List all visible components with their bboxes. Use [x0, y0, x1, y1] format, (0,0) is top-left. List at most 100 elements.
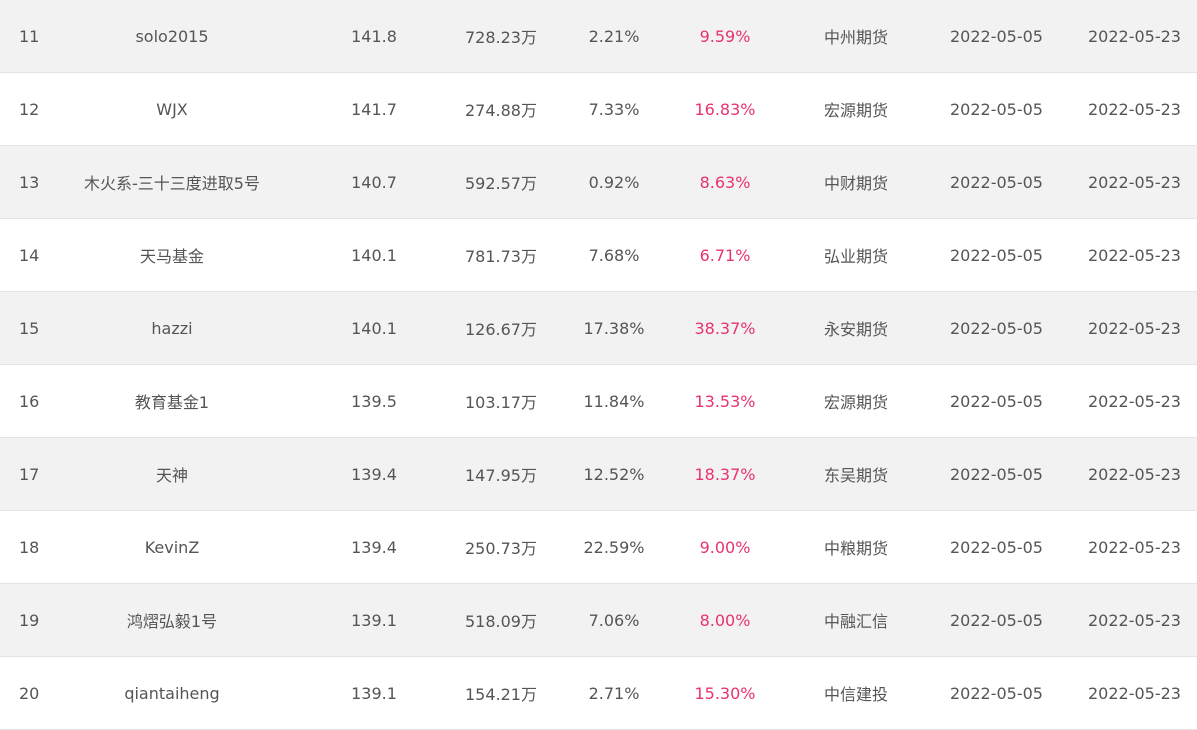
score-cell: 140.1 [351, 318, 397, 338]
account-name-cell[interactable]: 天神 [155, 466, 188, 485]
account-name-cell[interactable]: hazzi [151, 318, 193, 338]
score-cell: 141.8 [351, 26, 397, 46]
end-date-cell: 2022-05-23 [1088, 99, 1181, 119]
table-row[interactable]: 15 hazzi 140.1 126.67万 17.38% 38.37% 永安期… [0, 292, 1197, 365]
broker-cell: 中融汇信 [823, 612, 888, 631]
rank-cell: 14 [19, 245, 40, 265]
start-date-cell: 2022-05-05 [950, 610, 1043, 630]
equity-cell: 518.09万 [465, 612, 537, 631]
end-date-cell: 2022-05-23 [1088, 537, 1181, 557]
end-date-cell: 2022-05-23 [1088, 245, 1181, 265]
rank-cell: 15 [19, 318, 40, 338]
rank-cell: 11 [19, 26, 40, 46]
table-row[interactable]: 12 WJX 141.7 274.88万 7.33% 16.83% 宏源期货 2… [0, 73, 1197, 146]
start-date-cell: 2022-05-05 [950, 537, 1043, 557]
end-date-cell: 2022-05-23 [1088, 318, 1181, 338]
end-date-cell: 2022-05-23 [1088, 464, 1181, 484]
equity-cell: 126.67万 [465, 320, 537, 339]
drawdown-cell: 7.06% [588, 610, 640, 630]
return-cell: 18.37% [694, 464, 756, 484]
account-name-cell[interactable]: solo2015 [135, 26, 209, 46]
table-row[interactable]: 11 solo2015 141.8 728.23万 2.21% 9.59% 中州… [0, 0, 1197, 73]
score-cell: 139.5 [351, 391, 397, 411]
table-row[interactable]: 20 qiantaiheng 139.1 154.21万 2.71% 15.30… [0, 657, 1197, 730]
account-name-cell[interactable]: qiantaiheng [124, 683, 220, 703]
equity-cell: 781.73万 [465, 247, 537, 266]
rank-cell: 20 [19, 683, 40, 703]
return-cell: 9.59% [699, 26, 751, 46]
return-cell: 6.71% [699, 245, 751, 265]
return-cell: 15.30% [694, 683, 756, 703]
rank-cell: 19 [19, 610, 40, 630]
start-date-cell: 2022-05-05 [950, 318, 1043, 338]
equity-cell: 147.95万 [465, 466, 537, 485]
account-name-cell[interactable]: WJX [156, 99, 188, 119]
broker-cell: 东吴期货 [823, 466, 888, 485]
equity-cell: 274.88万 [465, 101, 537, 120]
end-date-cell: 2022-05-23 [1088, 26, 1181, 46]
account-name-cell[interactable]: 教育基金1 [134, 393, 210, 412]
broker-cell: 中信建投 [823, 685, 888, 704]
score-cell: 139.1 [351, 610, 397, 630]
drawdown-cell: 17.38% [583, 318, 645, 338]
rank-cell: 12 [19, 99, 40, 119]
table-row[interactable]: 14 天马基金 140.1 781.73万 7.68% 6.71% 弘业期货 2… [0, 219, 1197, 292]
table-row[interactable]: 17 天神 139.4 147.95万 12.52% 18.37% 东吴期货 2… [0, 438, 1197, 511]
table-row[interactable]: 19 鸿熠弘毅1号 139.1 518.09万 7.06% 8.00% 中融汇信… [0, 584, 1197, 657]
drawdown-cell: 2.21% [588, 26, 640, 46]
account-name-cell[interactable]: 木火系-三十三度进取5号 [84, 174, 260, 193]
rank-cell: 18 [19, 537, 40, 557]
equity-cell: 592.57万 [465, 174, 537, 193]
rank-cell: 16 [19, 391, 40, 411]
equity-cell: 154.21万 [465, 685, 537, 704]
start-date-cell: 2022-05-05 [950, 99, 1043, 119]
score-cell: 139.4 [351, 537, 397, 557]
table-row[interactable]: 13 木火系-三十三度进取5号 140.7 592.57万 0.92% 8.63… [0, 146, 1197, 219]
drawdown-cell: 22.59% [583, 537, 645, 557]
end-date-cell: 2022-05-23 [1088, 610, 1181, 630]
account-name-cell[interactable]: KevinZ [144, 537, 200, 557]
equity-cell: 250.73万 [465, 539, 537, 558]
drawdown-cell: 7.33% [588, 99, 640, 119]
score-cell: 140.7 [351, 172, 397, 192]
return-cell: 8.63% [699, 172, 751, 192]
start-date-cell: 2022-05-05 [950, 683, 1043, 703]
rank-cell: 13 [19, 172, 40, 192]
drawdown-cell: 12.52% [583, 464, 645, 484]
start-date-cell: 2022-05-05 [950, 172, 1043, 192]
broker-cell: 中州期货 [823, 28, 888, 47]
drawdown-cell: 7.68% [588, 245, 640, 265]
equity-cell: 103.17万 [465, 393, 537, 412]
return-cell: 13.53% [694, 391, 756, 411]
score-cell: 139.4 [351, 464, 397, 484]
start-date-cell: 2022-05-05 [950, 464, 1043, 484]
broker-cell: 宏源期货 [823, 101, 888, 120]
end-date-cell: 2022-05-23 [1088, 391, 1181, 411]
broker-cell: 宏源期货 [823, 393, 888, 412]
score-cell: 141.7 [351, 99, 397, 119]
broker-cell: 弘业期货 [823, 247, 888, 266]
return-cell: 8.00% [699, 610, 751, 630]
drawdown-cell: 11.84% [583, 391, 645, 411]
return-cell: 38.37% [694, 318, 756, 338]
return-cell: 16.83% [694, 99, 756, 119]
rank-cell: 17 [19, 464, 40, 484]
broker-cell: 永安期货 [823, 320, 888, 339]
table-row[interactable]: 18 KevinZ 139.4 250.73万 22.59% 9.00% 中粮期… [0, 511, 1197, 584]
drawdown-cell: 2.71% [588, 683, 640, 703]
broker-cell: 中粮期货 [823, 539, 888, 558]
start-date-cell: 2022-05-05 [950, 245, 1043, 265]
start-date-cell: 2022-05-05 [950, 391, 1043, 411]
end-date-cell: 2022-05-23 [1088, 683, 1181, 703]
return-cell: 9.00% [699, 537, 751, 557]
start-date-cell: 2022-05-05 [950, 26, 1043, 46]
equity-cell: 728.23万 [465, 28, 537, 47]
account-name-cell[interactable]: 天马基金 [139, 247, 204, 266]
score-cell: 139.1 [351, 683, 397, 703]
score-cell: 140.1 [351, 245, 397, 265]
table-row[interactable]: 16 教育基金1 139.5 103.17万 11.84% 13.53% 宏源期… [0, 365, 1197, 438]
end-date-cell: 2022-05-23 [1088, 172, 1181, 192]
account-name-cell[interactable]: 鸿熠弘毅1号 [126, 612, 218, 631]
broker-cell: 中财期货 [823, 174, 888, 193]
